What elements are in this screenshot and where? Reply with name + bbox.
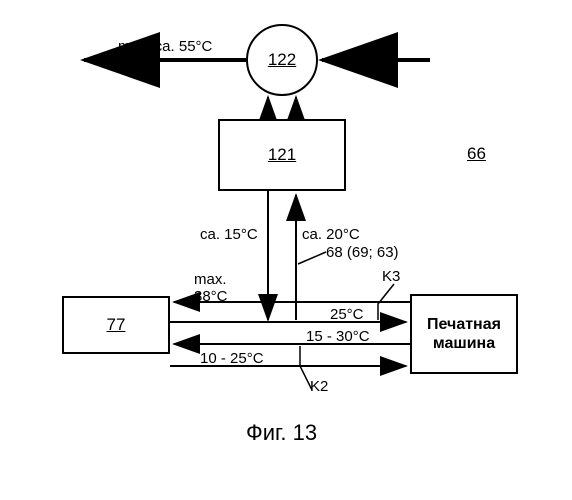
node-77: 77 (62, 296, 170, 354)
node-122: 122 (246, 24, 318, 96)
label-ca20: ca. 20°C (302, 226, 360, 243)
node-77-label: 77 (107, 315, 126, 335)
label-k3: K3 (382, 268, 400, 285)
label-k2: K2 (310, 378, 328, 395)
leader-68 (298, 252, 326, 264)
label-max55: max. ca. 55°C (118, 38, 212, 55)
node-121: 121 (218, 119, 346, 191)
node-122-label: 122 (268, 50, 296, 70)
label-t10-25: 10 - 25°C (200, 350, 264, 367)
node-121-label: 121 (268, 145, 296, 165)
label-max38: max. 38°C (194, 272, 228, 305)
label-ref68: 68 (69; 63) (326, 244, 399, 261)
label-t15-30: 15 - 30°C (306, 328, 370, 345)
label-ref66: 66 (467, 144, 486, 164)
label-ca15: ca. 15°C (200, 226, 258, 243)
figure-caption: Фиг. 13 (246, 420, 317, 446)
diagram-stage: { "colors": { "stroke": "#000000", "back… (0, 0, 572, 500)
node-press: Печатная машина (410, 294, 518, 374)
label-t25: 25°C (330, 306, 364, 323)
node-press-label: Печатная машина (427, 315, 501, 353)
